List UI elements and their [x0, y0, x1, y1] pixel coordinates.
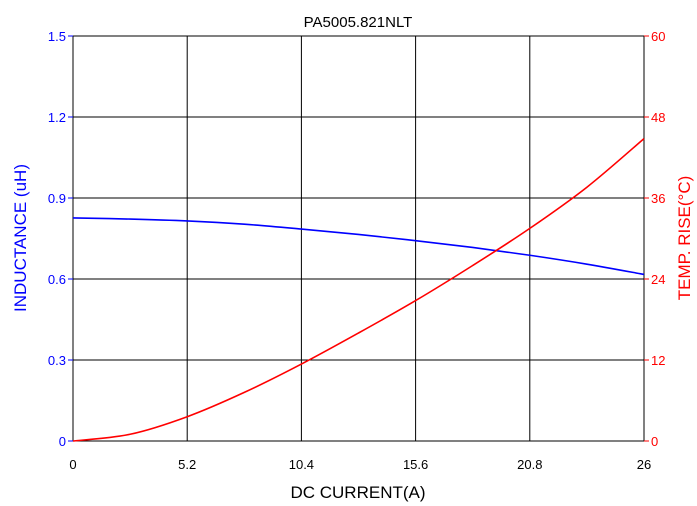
inductance-series-line — [72, 217, 645, 276]
y-left-tick-label: 0.6 — [48, 272, 66, 287]
y-left-tick-label: 0.9 — [48, 191, 66, 206]
y-right-tick-label: 36 — [651, 191, 665, 206]
y-right-tick-label: 24 — [651, 272, 665, 287]
chart-title: PA5005.821NLT — [304, 14, 413, 31]
y-left-axis-title: INDUCTANCE (uH) — [11, 164, 30, 312]
y-left-tick-label: 0 — [59, 434, 66, 449]
y-left-tick-label: 0.3 — [48, 353, 66, 368]
y-right-tick-label: 12 — [651, 353, 665, 368]
y-left-tick-label: 1.2 — [48, 110, 66, 125]
y-right-tick-label: 60 — [651, 29, 665, 44]
y-right-axis-ticks: 0 12 24 36 48 60 — [644, 29, 665, 449]
x-tick-label: 26 — [637, 457, 651, 472]
x-axis-title: DC CURRENT(A) — [290, 483, 425, 502]
x-tick-label: 15.6 — [403, 457, 428, 472]
y-left-axis-ticks: 0 0.3 0.6 0.9 1.2 1.5 — [48, 29, 73, 449]
plot-frame — [72, 35, 645, 442]
y-right-axis-title: TEMP. RISE(°C) — [675, 176, 694, 301]
temp-rise-series-line — [72, 137, 645, 442]
y-right-tick-label: 48 — [651, 110, 665, 125]
x-tick-label: 20.8 — [517, 457, 542, 472]
x-tick-label: 0 — [69, 457, 76, 472]
y-right-tick-label: 0 — [651, 434, 658, 449]
x-tick-label: 5.2 — [178, 457, 196, 472]
x-tick-label: 10.4 — [289, 457, 314, 472]
grid — [73, 36, 644, 441]
y-left-tick-label: 1.5 — [48, 29, 66, 44]
series-layer — [72, 137, 645, 442]
x-axis-ticks: 0 5.2 10.4 15.6 20.8 26 — [69, 457, 651, 472]
